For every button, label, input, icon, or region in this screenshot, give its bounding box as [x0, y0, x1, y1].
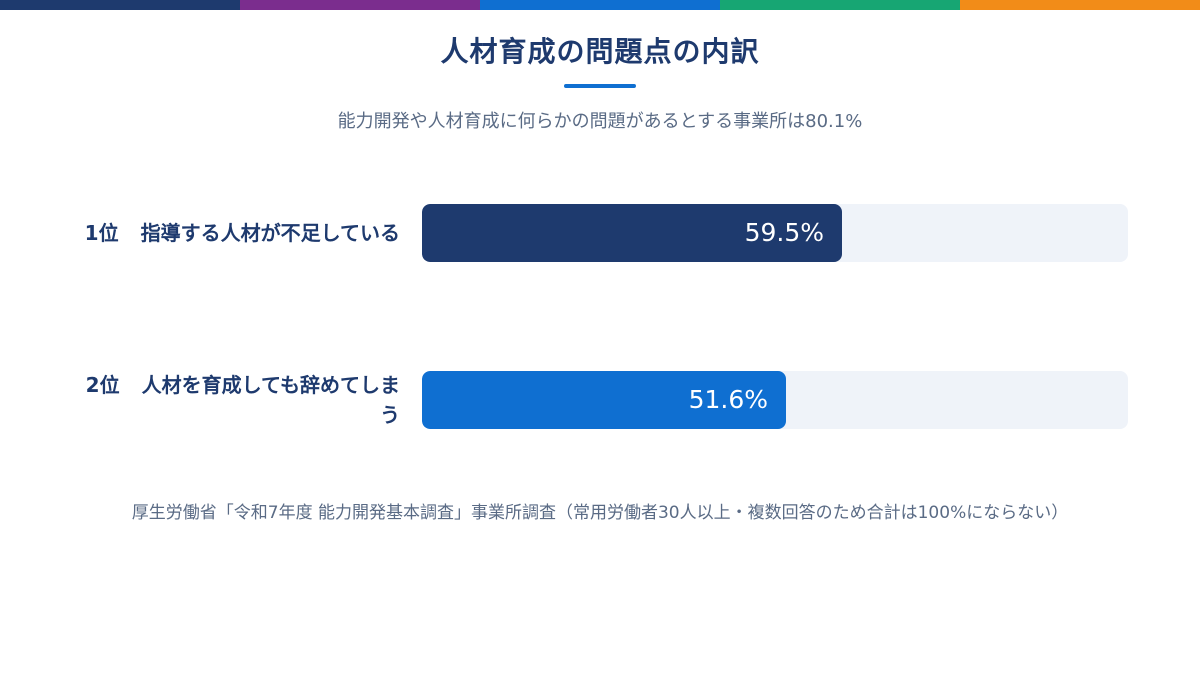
bar-row: 2位 人材を育成しても辞めてしまう 51.6% [0, 371, 1200, 429]
bar [422, 371, 786, 429]
bar-track: 51.6% [422, 371, 1128, 429]
title-underline [564, 84, 636, 88]
stripe-segment [720, 0, 960, 10]
data-label: 59.5% [744, 218, 824, 247]
stripe-segment [480, 0, 720, 10]
data-label: 51.6% [688, 385, 768, 414]
chart-title: 人材育成の問題点の内訳 [440, 35, 760, 68]
stripe-segment [0, 0, 240, 10]
chart-subtitle: 能力開発や人材育成に何らかの問題があるとする事業所は80.1% [337, 111, 863, 132]
bar-row: 1位 指導する人材が不足している 59.5% [0, 204, 1200, 262]
bar-track: 59.5% [422, 204, 1128, 262]
stripe-segment [240, 0, 480, 10]
bar-label: 1位 指導する人材が不足している [70, 204, 400, 262]
rank-label: 1位 [84, 221, 119, 245]
stripe-segment [960, 0, 1200, 10]
source-footnote: 厚生労働省「令和7年度 能力開発基本調査」事業所調査（常用労働者30人以上・複数… [131, 503, 1069, 523]
top-color-stripe [0, 0, 1200, 10]
bar [422, 204, 842, 262]
bar-label: 2位 人材を育成しても辞めてしまう [70, 371, 400, 429]
category-label: 指導する人材が不足している [140, 221, 400, 245]
category-label: 人材を育成しても辞めてしまう [141, 373, 400, 427]
rank-label: 2位 [85, 373, 120, 397]
